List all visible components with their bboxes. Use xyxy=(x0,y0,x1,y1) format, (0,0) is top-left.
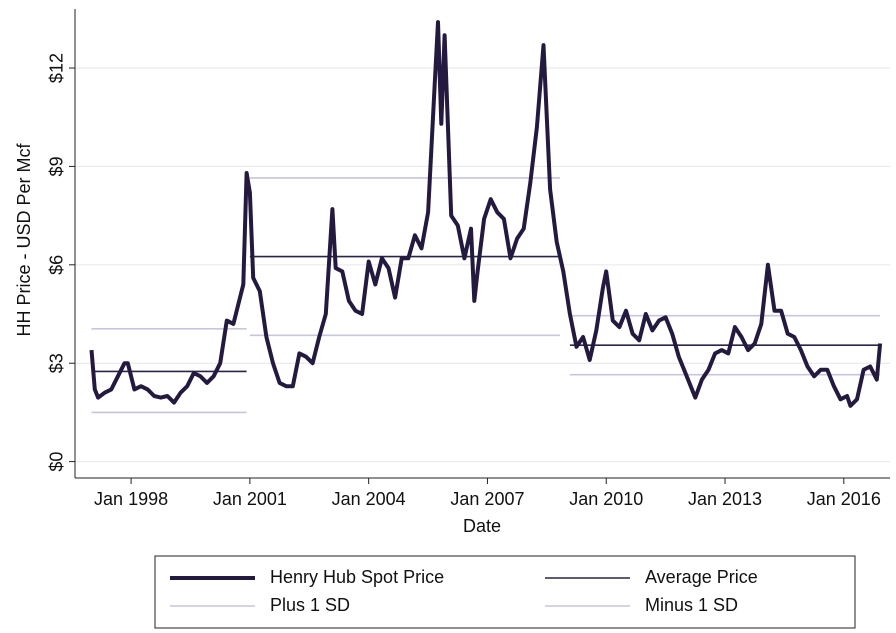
x-tick-label: Jan 2016 xyxy=(807,489,881,509)
x-tick-label: Jan 2007 xyxy=(450,489,524,509)
x-tick-label: Jan 2010 xyxy=(569,489,643,509)
legend-label: Average Price xyxy=(645,567,758,587)
x-tick-label: Jan 2004 xyxy=(332,489,406,509)
x-tick-label: Jan 1998 xyxy=(94,489,168,509)
x-tick-label: Jan 2001 xyxy=(213,489,287,509)
y-tick-label: $3 xyxy=(47,353,67,373)
y-tick-label: $0 xyxy=(47,452,67,472)
x-axis-label: Date xyxy=(463,516,501,536)
y-tick-label: $6 xyxy=(47,255,67,275)
y-axis-label: HH Price - USD Per Mcf xyxy=(14,143,34,337)
legend-box xyxy=(154,555,856,629)
series-line xyxy=(89,20,883,408)
series-line xyxy=(91,177,881,330)
legend-label: Plus 1 SD xyxy=(270,595,350,615)
y-tick-label: $9 xyxy=(47,156,67,176)
legend-label: Henry Hub Spot Price xyxy=(270,567,444,587)
legend-label: Minus 1 SD xyxy=(645,595,738,615)
x-tick-label: Jan 2013 xyxy=(688,489,762,509)
y-tick-label: $12 xyxy=(47,53,67,83)
series-line xyxy=(91,334,881,414)
